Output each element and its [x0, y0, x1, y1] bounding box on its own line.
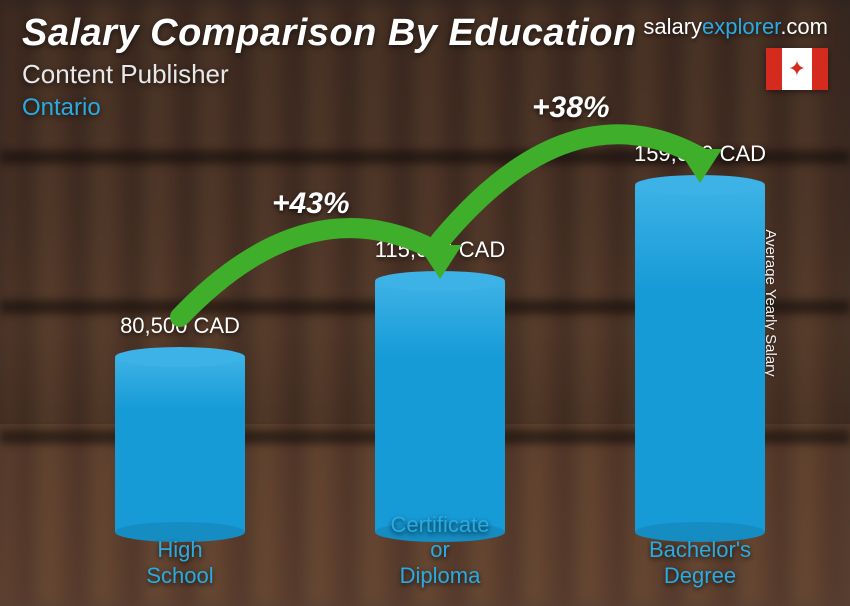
- flag-center: ✦: [782, 48, 812, 90]
- brand-suffix: .com: [780, 14, 828, 39]
- bar-top-ellipse: [115, 347, 245, 367]
- increase-percent-label: +43%: [272, 187, 350, 221]
- bar: [375, 281, 505, 532]
- bar-value-label: 115,000 CAD: [375, 237, 505, 263]
- brand-logo: salaryexplorer.com: [643, 14, 828, 40]
- bar-chart: 80,500 CAD High School 115,000 CAD Certific…: [40, 160, 790, 588]
- bar-top-ellipse: [635, 175, 765, 195]
- brand-accent: explorer: [702, 14, 780, 39]
- chart-subtitle: Content Publisher: [22, 59, 828, 90]
- flag-left-bar: [766, 48, 782, 90]
- bar: [635, 185, 765, 532]
- chart-location: Ontario: [22, 94, 828, 122]
- maple-leaf-icon: ✦: [788, 58, 806, 80]
- bar-top-ellipse: [375, 271, 505, 291]
- chart-canvas: Salary Comparison By Education Content P…: [0, 0, 850, 606]
- bar-value-label: 159,000 CAD: [634, 141, 766, 167]
- bar: [115, 357, 245, 532]
- bar-category-label: Bachelor's Degree: [649, 537, 751, 588]
- bar-category-label: Certificate or Diploma: [390, 512, 489, 588]
- flag-icon: ✦: [766, 48, 828, 90]
- brand-prefix: salary: [643, 14, 702, 39]
- bar-category-label: High School: [135, 537, 225, 588]
- bar-value-label: 80,500 CAD: [120, 313, 240, 339]
- flag-right-bar: [812, 48, 828, 90]
